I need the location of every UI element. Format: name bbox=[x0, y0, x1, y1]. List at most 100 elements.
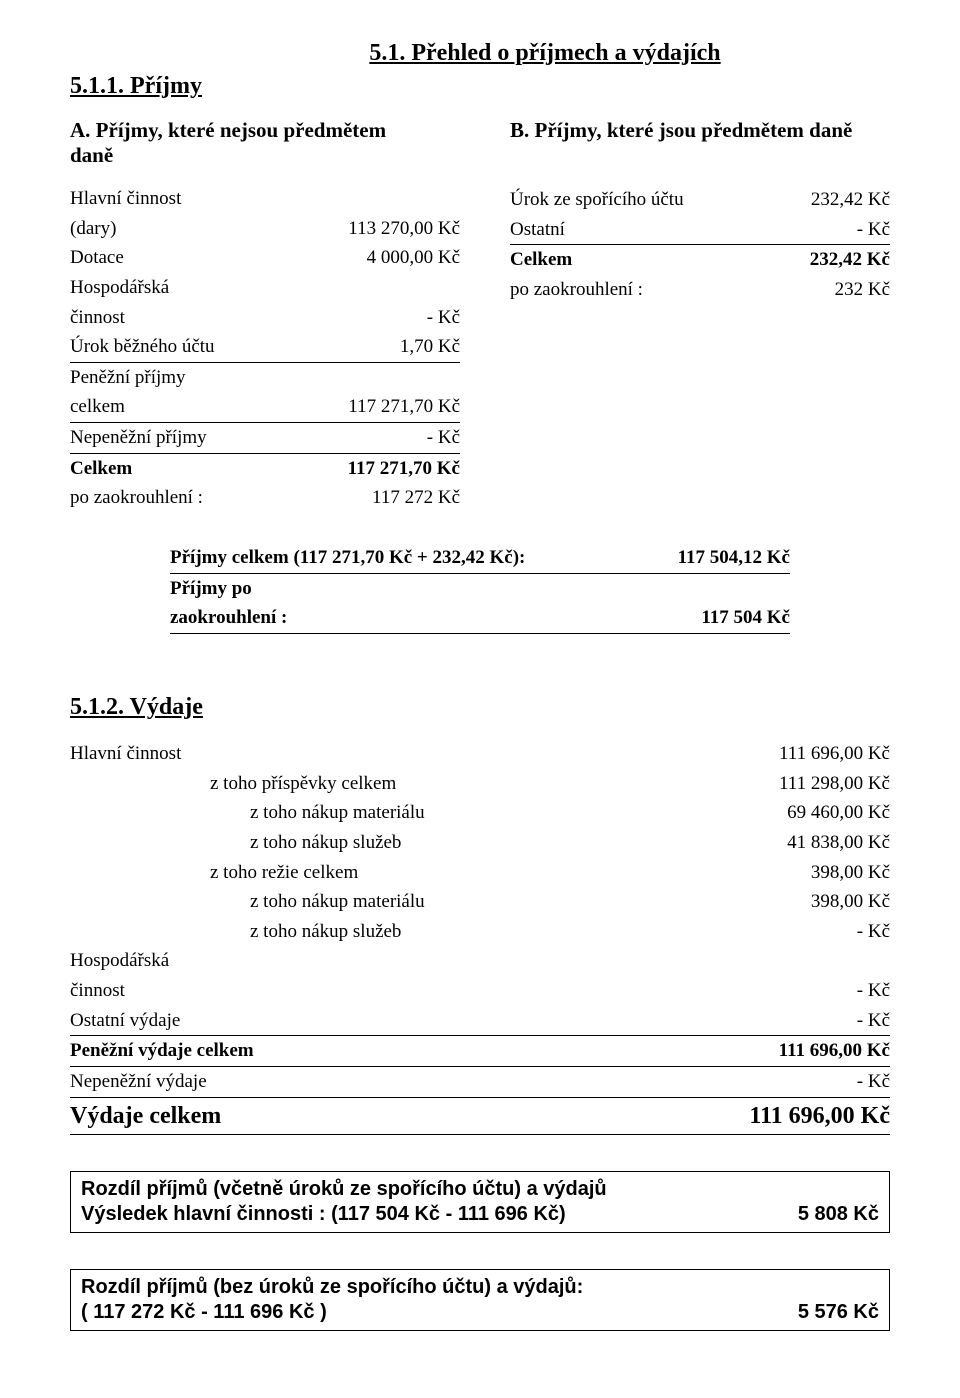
row-value: - Kč bbox=[847, 217, 890, 243]
row-label: Nepeněžní příjmy bbox=[70, 425, 417, 451]
row-label: z toho nákup materiálu bbox=[70, 800, 777, 826]
row-label: činnost bbox=[70, 305, 417, 331]
row-value: 117 271,70 Kč bbox=[338, 394, 460, 420]
table-row: (dary)113 270,00 Kč bbox=[70, 214, 460, 244]
box2-line2: ( 117 272 Kč - 111 696 Kč ) 5 576 Kč bbox=[81, 1301, 879, 1324]
box2-line2-val: 5 576 Kč bbox=[788, 1301, 879, 1324]
table-row: Peněžní příjmy bbox=[70, 363, 460, 393]
table-row: celkem117 271,70 Kč bbox=[70, 392, 460, 423]
box1-line2-label: Výsledek hlavní činnosti : (117 504 Kč -… bbox=[81, 1203, 788, 1226]
row-value: 232,42 Kč bbox=[800, 247, 890, 273]
row-label: Ostatní výdaje bbox=[70, 1008, 847, 1034]
row-label: Hospodářská bbox=[70, 948, 890, 974]
table-row: z toho nákup materiálu398,00 Kč bbox=[70, 887, 890, 917]
table-row: z toho příspěvky celkem111 298,00 Kč bbox=[70, 769, 890, 799]
row-value: - Kč bbox=[417, 425, 460, 451]
row-value: 117 504,12 Kč bbox=[668, 545, 790, 571]
table-row: Peněžní výdaje celkem111 696,00 Kč bbox=[70, 1036, 890, 1067]
row-value: 69 460,00 Kč bbox=[777, 800, 890, 826]
row-label: z toho nákup služeb bbox=[70, 830, 777, 856]
prijmy-columns: A. Příjmy, které nejsou předmětem daně H… bbox=[70, 118, 890, 513]
row-value: 111 696,00 Kč bbox=[769, 741, 890, 767]
row-label: Úrok běžného účtu bbox=[70, 334, 390, 360]
row-value: 398,00 Kč bbox=[801, 889, 890, 915]
section-heading-vydaje: 5.1.2. Výdaje bbox=[70, 694, 890, 721]
table-row: Úrok ze spořícího účtu232,42 Kč bbox=[510, 185, 890, 215]
table-row: Dotace4 000,00 Kč bbox=[70, 243, 460, 273]
table-row: po zaokrouhlení :232 Kč bbox=[510, 275, 890, 305]
row-label: činnost bbox=[70, 978, 847, 1004]
table-row: Výdaje celkem111 696,00 Kč bbox=[70, 1098, 890, 1135]
row-label: z toho příspěvky celkem bbox=[70, 771, 769, 797]
row-label: (dary) bbox=[70, 216, 338, 242]
row-value: - Kč bbox=[847, 1008, 890, 1034]
row-value: - Kč bbox=[847, 978, 890, 1004]
row-value: - Kč bbox=[847, 1069, 890, 1095]
table-row: Celkem117 271,70 Kč bbox=[70, 454, 460, 484]
vydaje-rows: Hlavní činnost111 696,00 Kčz toho příspě… bbox=[70, 739, 890, 1135]
row-label: z toho nákup materiálu bbox=[70, 889, 801, 915]
row-value: 111 696,00 Kč bbox=[739, 1100, 890, 1132]
row-value: 232 Kč bbox=[825, 277, 890, 303]
row-label: Hlavní činnost bbox=[70, 186, 460, 212]
row-label: Ostatní bbox=[510, 217, 847, 243]
row-label: z toho nákup služeb bbox=[70, 919, 847, 945]
row-value: - Kč bbox=[417, 305, 460, 331]
table-row: Nepeněžní výdaje- Kč bbox=[70, 1067, 890, 1098]
table-row: činnost- Kč bbox=[70, 976, 890, 1006]
page-title: 5.1. Přehled o příjmech a výdajích bbox=[200, 40, 890, 67]
row-value: 117 272 Kč bbox=[362, 485, 460, 511]
table-row: Ostatní- Kč bbox=[510, 215, 890, 246]
section-b-head: B. Příjmy, které jsou předmětem daně bbox=[510, 118, 890, 143]
box1-line1: Rozdíl příjmů (včetně úroků ze spořícího… bbox=[81, 1178, 879, 1201]
row-value: 41 838,00 Kč bbox=[777, 830, 890, 856]
table-row: Příjmy po bbox=[170, 574, 790, 604]
row-value: 232,42 Kč bbox=[801, 187, 890, 213]
row-value: 117 271,70 Kč bbox=[338, 456, 460, 482]
row-label: Peněžní příjmy bbox=[70, 365, 460, 391]
row-label: z toho režie celkem bbox=[70, 860, 801, 886]
box2-line1: Rozdíl příjmů (bez úroků ze spořícího úč… bbox=[81, 1276, 879, 1299]
table-row: Příjmy celkem (117 271,70 Kč + 232,42 Kč… bbox=[170, 543, 790, 574]
box1-line2-val: 5 808 Kč bbox=[788, 1203, 879, 1226]
table-row: Hlavní činnost bbox=[70, 184, 460, 214]
table-row: Hospodářská bbox=[70, 273, 460, 303]
row-value: 4 000,00 Kč bbox=[357, 245, 460, 271]
table-row: z toho režie celkem398,00 Kč bbox=[70, 858, 890, 888]
row-value: 111 298,00 Kč bbox=[769, 771, 890, 797]
row-label: po zaokrouhlení : bbox=[70, 485, 362, 511]
section-a-head-line1: A. Příjmy, které nejsou předmětem bbox=[70, 118, 386, 142]
row-label: Celkem bbox=[70, 456, 338, 482]
row-value: 1,70 Kč bbox=[390, 334, 460, 360]
row-value: 113 270,00 Kč bbox=[338, 216, 460, 242]
section-b: B. Příjmy, které jsou předmětem daně Úro… bbox=[510, 118, 890, 305]
row-label: Celkem bbox=[510, 247, 800, 273]
table-row: po zaokrouhlení :117 272 Kč bbox=[70, 483, 460, 513]
section-a-head: A. Příjmy, které nejsou předmětem daně bbox=[70, 118, 460, 168]
row-label: po zaokrouhlení : bbox=[510, 277, 825, 303]
row-label: Peněžní výdaje celkem bbox=[70, 1038, 769, 1064]
row-value: - Kč bbox=[847, 919, 890, 945]
section-a-rows: Hlavní činnost(dary)113 270,00 KčDotace4… bbox=[70, 184, 460, 513]
table-row: z toho nákup služeb- Kč bbox=[70, 917, 890, 947]
row-label: Příjmy po bbox=[170, 576, 790, 602]
table-row: Nepeněžní příjmy- Kč bbox=[70, 423, 460, 454]
table-row: z toho nákup materiálu69 460,00 Kč bbox=[70, 798, 890, 828]
table-row: Celkem232,42 Kč bbox=[510, 245, 890, 275]
row-label: celkem bbox=[70, 394, 338, 420]
section-b-rows: Úrok ze spořícího účtu232,42 KčOstatní- … bbox=[510, 185, 890, 305]
row-label: Příjmy celkem (117 271,70 Kč + 232,42 Kč… bbox=[170, 545, 668, 571]
row-value: 398,00 Kč bbox=[801, 860, 890, 886]
table-row: zaokrouhlení :117 504 Kč bbox=[170, 603, 790, 634]
summary-box-1: Rozdíl příjmů (včetně úroků ze spořícího… bbox=[70, 1171, 890, 1233]
row-label: Hlavní činnost bbox=[70, 741, 769, 767]
row-value: 111 696,00 Kč bbox=[769, 1038, 890, 1064]
row-value: 117 504 Kč bbox=[691, 605, 790, 631]
row-label: Úrok ze spořícího účtu bbox=[510, 187, 801, 213]
table-row: Ostatní výdaje- Kč bbox=[70, 1006, 890, 1037]
table-row: z toho nákup služeb41 838,00 Kč bbox=[70, 828, 890, 858]
table-row: činnost- Kč bbox=[70, 303, 460, 333]
row-label: Dotace bbox=[70, 245, 357, 271]
section-a-head-line2: daně bbox=[70, 143, 113, 167]
prijmy-totals: Příjmy celkem (117 271,70 Kč + 232,42 Kč… bbox=[170, 543, 790, 634]
